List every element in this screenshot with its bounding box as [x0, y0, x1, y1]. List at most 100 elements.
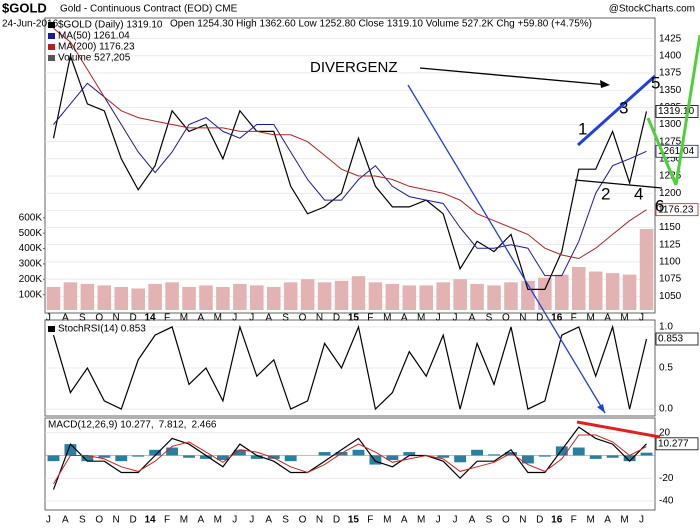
annotation-line: [574, 179, 663, 189]
histogram-bar: [488, 454, 500, 456]
volume-bar: [114, 286, 129, 310]
annotation-line: [646, 117, 678, 186]
histogram-bar: [538, 455, 551, 457]
histogram-bar: [386, 455, 399, 461]
value-tag: 1176.23: [658, 204, 694, 215]
annotation-line: [419, 67, 609, 86]
series-line: [53, 27, 647, 260]
symbol: $GOLD: [2, 0, 47, 15]
date: 24-Jun-2016: [2, 19, 59, 30]
y-tick-label: 1100: [659, 257, 681, 268]
histogram-bar: [81, 455, 94, 462]
x-tick-label: S: [79, 313, 86, 324]
histogram-bar: [132, 455, 145, 457]
x-tick-label: M: [180, 515, 188, 526]
x-tick-label: J: [232, 313, 237, 324]
x-tick-label: 16: [551, 313, 563, 324]
volume-bar: [504, 282, 518, 310]
annotation-line: [576, 74, 657, 147]
x-tick-label: M: [180, 313, 188, 324]
x-tick-label: D: [536, 515, 543, 526]
value-tag-box: [655, 144, 699, 158]
x-tick-label: F: [164, 515, 170, 526]
x-tick-label: S: [282, 313, 289, 324]
volume-bar: [233, 283, 247, 310]
annotation: 3: [619, 98, 628, 117]
x-tick-label: F: [367, 313, 373, 324]
annotation: 6: [655, 196, 664, 215]
price-panel: [44, 17, 656, 314]
y-tick-label: 1375: [659, 68, 682, 79]
histogram-bar: [606, 455, 619, 458]
x-tick-label: S: [486, 515, 493, 526]
volume-bar: [182, 286, 196, 310]
volume-bar: [317, 282, 332, 310]
x-tick-label: F: [571, 313, 577, 324]
x-tick-label: A: [604, 313, 611, 324]
histogram-bar: [216, 455, 229, 461]
x-tick-label: O: [299, 515, 307, 526]
x-tick-label: M: [620, 515, 628, 526]
x-tick-label: F: [571, 515, 577, 526]
volume-bar: [63, 282, 78, 310]
y-tick-label: 0.0: [659, 404, 673, 415]
legend-swatch: [48, 22, 55, 28]
x-tick-label: N: [316, 313, 323, 324]
legend-entry: MA(200) 1176.23: [58, 42, 135, 53]
x-tick-label: A: [604, 515, 611, 526]
histogram-bar: [589, 455, 602, 459]
x-tick-label: N: [316, 515, 323, 526]
histogram-bar: [98, 455, 111, 458]
x-tick-label: S: [282, 515, 289, 526]
x-tick-label: A: [401, 515, 408, 526]
volume-tick-label: 300K: [19, 259, 43, 270]
volume-bar: [571, 266, 586, 310]
histogram-bar: [521, 455, 534, 464]
annotation-line: [407, 84, 606, 414]
legend-entry: Volume 527,205: [58, 53, 131, 64]
x-tick-label: N: [519, 313, 526, 324]
volume-tick-label: 100K: [19, 289, 43, 300]
annotation: 1: [578, 119, 587, 138]
volume-bar: [334, 280, 349, 310]
x-tick-label: N: [113, 515, 120, 526]
volume-bar: [588, 271, 603, 310]
value-tag-box: [655, 203, 699, 217]
histogram-bar: [623, 455, 636, 462]
arrow-head: [600, 80, 610, 88]
x-tick-label: O: [95, 515, 103, 526]
x-tick-label: D: [536, 313, 543, 324]
x-tick-label: O: [95, 313, 103, 324]
x-tick-label: 15: [348, 515, 360, 526]
series-line: [52, 426, 647, 490]
histogram-bar: [471, 449, 484, 456]
x-tick-label: A: [62, 515, 69, 526]
x-tick-label: A: [265, 515, 272, 526]
value-tag-box: [655, 437, 699, 451]
x-tick-label: S: [79, 515, 86, 526]
histogram-bar: [115, 455, 128, 462]
volume-bar: [639, 228, 654, 310]
histogram-bar: [403, 452, 416, 456]
x-tick-label: M: [586, 313, 594, 324]
x-tick-label: 14: [144, 515, 156, 526]
legend-entry: MACD(12,26,9) 10.277,: [48, 420, 154, 431]
x-tick-label: A: [198, 515, 205, 526]
volume-tick-label: 600K: [19, 212, 43, 223]
x-tick-label: M: [620, 313, 628, 324]
x-tick-label: O: [502, 313, 510, 324]
volume-bar: [148, 283, 162, 310]
y-tick-label: 1275: [659, 136, 682, 147]
volume-tick-label: 500K: [19, 228, 43, 239]
series-line: [53, 434, 647, 485]
annotation: 5: [651, 73, 660, 92]
volume-bar: [453, 279, 467, 310]
x-tick-label: M: [214, 515, 222, 526]
series-line: [52, 324, 648, 411]
volume-bar: [266, 286, 281, 310]
x-tick-label: F: [367, 515, 373, 526]
volume-bar: [385, 283, 400, 310]
y-tick-label: -40: [659, 496, 674, 507]
volume-bar: [97, 285, 112, 310]
volume-bar: [216, 286, 230, 310]
